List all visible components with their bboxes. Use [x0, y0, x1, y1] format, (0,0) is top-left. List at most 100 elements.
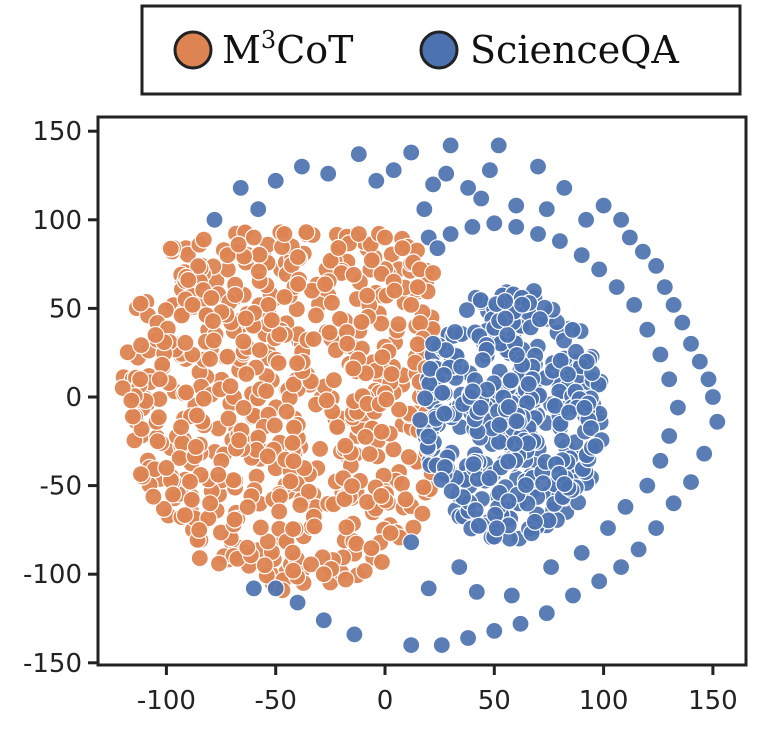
scienceqa-point — [664, 494, 683, 513]
m3cot-point — [194, 230, 213, 249]
m3cot-point — [132, 336, 151, 355]
m3cot-point — [393, 239, 412, 258]
m3cot-point — [190, 520, 209, 540]
m3cot-point — [229, 235, 248, 254]
legend-label-scienceqa: ScienceQA — [470, 28, 679, 72]
scienceqa-point — [625, 295, 644, 314]
m3cot-point — [131, 370, 150, 389]
m3cot-point — [250, 341, 269, 360]
m3cot-point — [355, 561, 374, 581]
m3cot-point — [182, 490, 201, 509]
scienceqa-point — [681, 473, 701, 492]
m3cot-point — [288, 354, 307, 373]
m3cot-point — [225, 510, 244, 529]
scienceqa-point — [424, 175, 443, 194]
scienceqa-point — [633, 242, 653, 261]
m3cot-point — [424, 263, 443, 283]
scienceqa-point — [480, 161, 499, 180]
x-tick-label: 0 — [377, 686, 394, 716]
m3cot-point — [209, 554, 229, 573]
scienceqa-point — [616, 497, 635, 516]
legend-label-m3cot-superscript: 3 — [261, 26, 276, 54]
scienceqa-point — [555, 475, 574, 494]
scienceqa-point — [485, 214, 504, 233]
scienceqa-point — [437, 164, 456, 183]
m3cot-point — [251, 518, 270, 537]
m3cot-point — [194, 389, 213, 408]
y-tick-label: -100 — [23, 560, 82, 590]
scienceqa-point — [231, 178, 250, 197]
m3cot-point — [301, 555, 321, 574]
m3cot-point — [349, 224, 368, 244]
scienceqa-point — [416, 389, 435, 408]
scienceqa-point — [244, 579, 263, 598]
m3cot-point — [336, 436, 355, 455]
scienceqa-point — [550, 232, 570, 251]
scienceqa-point — [464, 455, 483, 474]
m3cot-point — [372, 486, 391, 505]
m3cot-point — [238, 538, 257, 557]
scienceqa-point — [708, 412, 727, 431]
m3cot-point — [329, 238, 348, 258]
m3cot-point — [122, 391, 141, 410]
scienceqa-point — [452, 357, 471, 376]
scienceqa-point — [467, 582, 486, 602]
scienceqa-point — [638, 476, 657, 495]
scienceqa-point — [367, 171, 386, 190]
legend-marker-scienceqa — [419, 30, 459, 70]
m3cot-point — [320, 323, 339, 342]
scienceqa-point — [424, 334, 443, 353]
x-tick-label: -100 — [137, 686, 196, 716]
m3cot-point — [281, 472, 300, 491]
scienceqa-point — [576, 210, 596, 229]
m3cot-point — [284, 452, 303, 471]
m3cot-point — [314, 565, 333, 584]
scienceqa-point — [699, 370, 718, 389]
scienceqa-point — [434, 365, 453, 385]
m3cot-point — [190, 549, 209, 568]
scienceqa-point — [459, 178, 478, 197]
x-tick-label: 150 — [688, 686, 738, 716]
y-tick-label: 50 — [49, 294, 82, 324]
scienceqa-point — [525, 512, 545, 531]
m3cot-point — [328, 417, 347, 437]
legend: M3CoT ScienceQA — [140, 4, 742, 96]
scienceqa-point — [519, 374, 538, 394]
m3cot-point — [399, 447, 418, 467]
m3cot-point — [277, 402, 296, 421]
scienceqa-point — [537, 604, 556, 623]
m3cot-point — [402, 295, 421, 314]
m3cot-point — [344, 265, 363, 284]
y-tick-label: 0 — [65, 383, 82, 413]
m3cot-point — [322, 293, 341, 312]
scienceqa-point — [499, 452, 518, 471]
m3cot-point — [377, 390, 396, 409]
series-m3cot — [113, 223, 443, 600]
m3cot-point — [347, 534, 366, 553]
m3cot-point — [219, 409, 238, 428]
m3cot-point — [360, 444, 379, 464]
scienceqa-point — [690, 352, 709, 371]
m3cot-point — [304, 330, 323, 349]
scienceqa-point — [533, 474, 553, 493]
scienceqa-point — [266, 171, 285, 190]
m3cot-point — [324, 371, 343, 390]
m3cot-point — [209, 465, 228, 484]
scienceqa-point — [314, 611, 333, 630]
m3cot-point — [390, 400, 409, 419]
m3cot-point — [275, 224, 294, 244]
scienceqa-point — [319, 164, 338, 183]
scienceqa-point — [629, 540, 648, 559]
scienceqa-point — [537, 200, 556, 219]
scienceqa-point — [655, 278, 674, 297]
m3cot-point — [338, 334, 357, 353]
scienceqa-point — [496, 309, 515, 328]
scienceqa-point — [668, 398, 688, 417]
scienceqa-point — [507, 196, 526, 215]
m3cot-point — [224, 471, 243, 490]
scienceqa-point — [594, 196, 613, 215]
m3cot-point — [161, 239, 180, 258]
m3cot-point — [317, 391, 336, 410]
m3cot-point — [204, 331, 223, 350]
scienceqa-point — [541, 557, 561, 577]
